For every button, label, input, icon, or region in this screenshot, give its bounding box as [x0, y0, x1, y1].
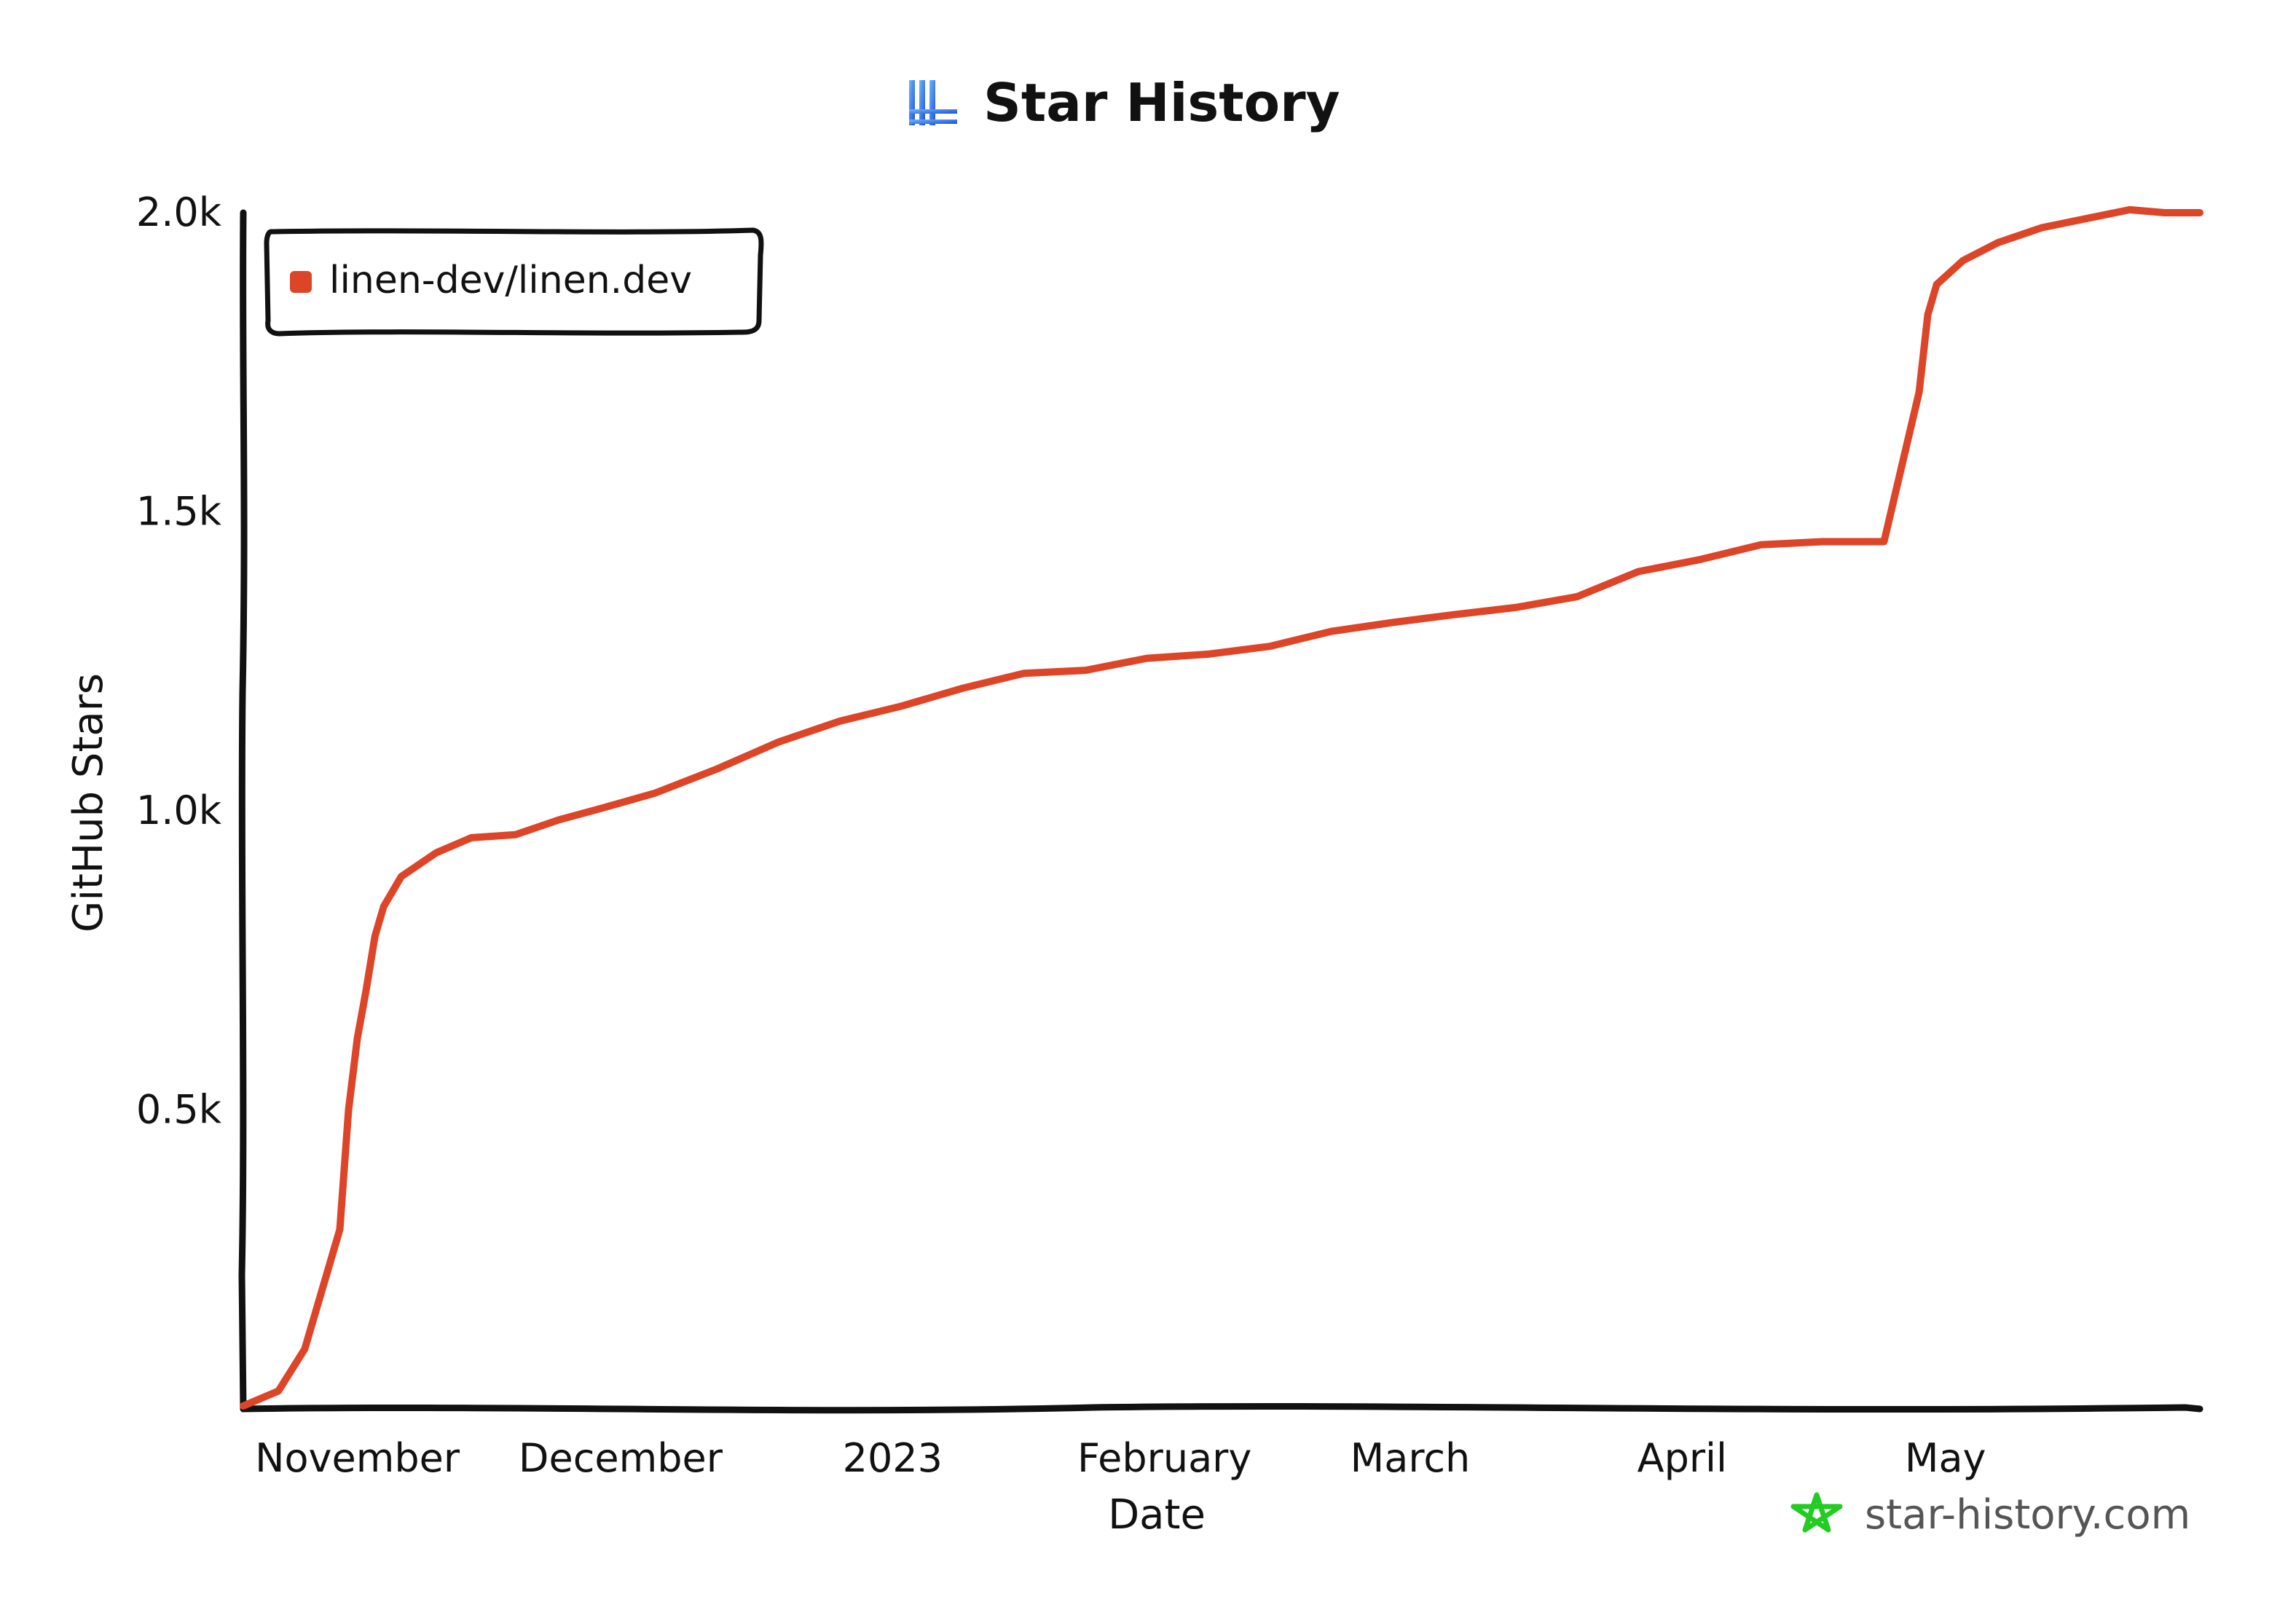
- x-tick-label: November: [255, 1435, 460, 1481]
- legend: linen-dev/linen.dev: [264, 227, 764, 337]
- x-tick-label: March: [1351, 1435, 1471, 1481]
- x-axis-title: Date: [1108, 1491, 1206, 1539]
- watermark: star-history.com: [1790, 1491, 2190, 1539]
- legend-label: linen-dev/linen.dev: [329, 259, 692, 302]
- x-tick-label: 2023: [843, 1435, 943, 1481]
- y-tick-label: 2.0k: [136, 189, 222, 235]
- legend-swatch: [290, 271, 312, 293]
- star-icon: [1790, 1492, 1843, 1533]
- y-tick-label: 0.5k: [136, 1087, 222, 1133]
- y-axis-line: [238, 209, 248, 1413]
- chart-title-group: Star History: [909, 72, 1340, 133]
- series-line-linen-dev: [240, 205, 2203, 1410]
- legend-box: [264, 227, 764, 337]
- star-history-logo-icon: [909, 80, 957, 125]
- x-tick-label: May: [1905, 1435, 1986, 1481]
- x-tick-labels: November December 2023 February March April Ma…: [255, 1435, 1986, 1481]
- chart-title: Star History: [983, 72, 1340, 133]
- y-axis-title: GitHub Stars: [65, 673, 112, 932]
- y-tick-labels: 0.5k 1.0k 1.5k 2.0k: [136, 189, 222, 1133]
- watermark-text: star-history.com: [1865, 1491, 2190, 1539]
- y-tick-label: 1.0k: [136, 788, 222, 833]
- y-tick-label: 1.5k: [136, 489, 222, 535]
- x-axis-line: [240, 1402, 2203, 1414]
- x-tick-label: February: [1077, 1435, 1251, 1481]
- x-tick-label: April: [1638, 1435, 1727, 1481]
- x-tick-label: December: [519, 1435, 723, 1481]
